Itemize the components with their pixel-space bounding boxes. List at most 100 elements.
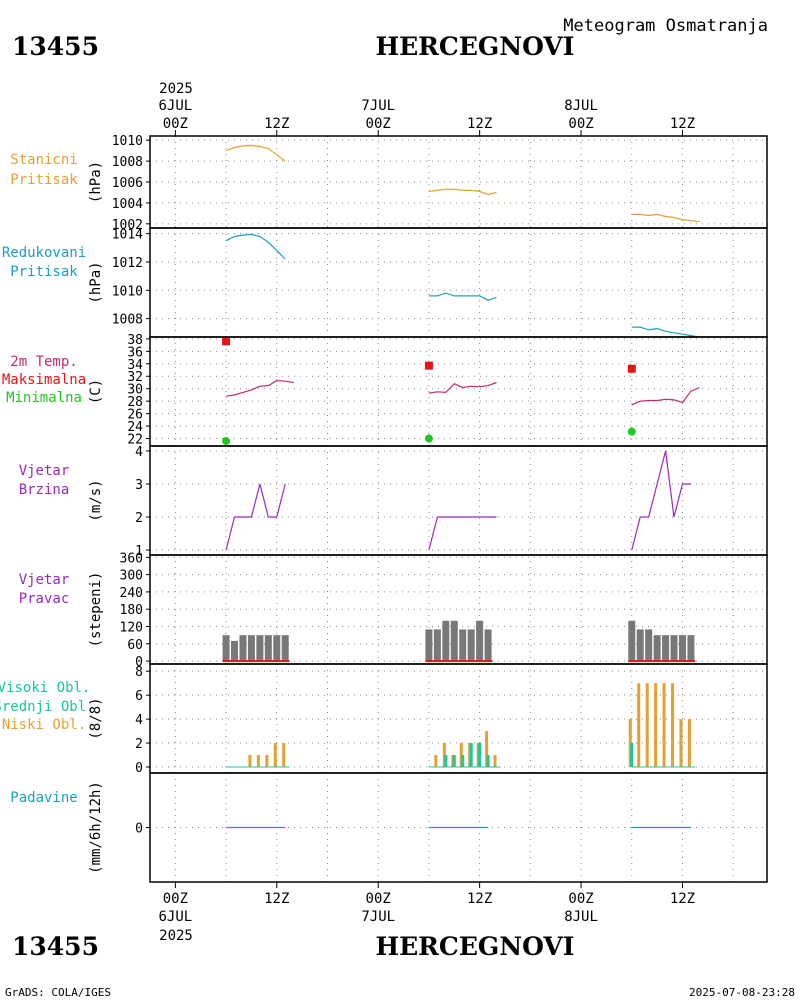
direction-bar — [653, 635, 661, 662]
panel-frame — [149, 227, 768, 338]
y-tick-label: 240 — [120, 586, 143, 601]
direction-bar — [678, 635, 686, 662]
series-line — [428, 188, 497, 196]
direction-bar — [628, 620, 636, 662]
cloud-bar — [485, 731, 489, 768]
panel-label: Maksimalna — [2, 372, 86, 388]
x-tick-label: 00Z — [568, 116, 593, 132]
y-axis-label: (8/8) — [88, 697, 104, 739]
direction-bar — [484, 629, 492, 662]
y-tick-label: 26 — [127, 408, 143, 423]
y-tick-label: 32 — [127, 370, 143, 385]
panel-station_pressure: 1002 1004 1006 1008 1010 Stanicni Pritisak (hPa… — [10, 134, 768, 233]
series-line — [631, 213, 700, 223]
cloud-bar — [486, 755, 490, 768]
direction-bar — [476, 620, 484, 662]
y-tick-label: 28 — [127, 395, 143, 410]
x-tick-label: 12Z — [670, 116, 695, 132]
direction-bar — [264, 635, 272, 662]
station-name-top: HERCEGNOVI — [375, 32, 574, 61]
day-label: 8JUL — [564, 98, 598, 114]
cloud-bar — [478, 743, 482, 768]
y-tick-label: 8 — [135, 665, 143, 680]
panel-wind_direction: 0 60 120 180 240 300 360 Vjetar Pravac (stepeni) — [19, 551, 768, 670]
panel-frame — [149, 445, 768, 556]
series-line — [225, 233, 286, 260]
y-tick-label: 1008 — [112, 155, 143, 170]
x-tick-label: 00Z — [568, 891, 593, 907]
x-tick-label: 00Z — [366, 891, 391, 907]
y-axis-label: (C) — [88, 379, 104, 404]
y-tick-label: 2 — [135, 511, 143, 526]
temp-min-marker — [627, 427, 636, 436]
cloud-bar — [687, 719, 691, 768]
y-tick-label: 180 — [120, 603, 143, 618]
cloud-bar — [679, 719, 683, 768]
station-id-top: 13455 — [12, 32, 99, 61]
y-tick-label: 1004 — [112, 197, 143, 212]
direction-bar — [687, 635, 695, 662]
footer-timestamp: 2025-07-08-23:28 — [689, 986, 795, 999]
time-axis: 00Z 00Z 12Z 12Z 00Z 00Z 12Z 12Z 00Z 00Z 12Z 12Z 6JUL… — [158, 98, 695, 925]
direction-bar — [222, 635, 230, 662]
panel-precipitation: 0 Padavine (mm/6h/12h) — [10, 772, 768, 883]
day-label: 7JUL — [361, 909, 395, 925]
y-tick-label: 1006 — [112, 176, 143, 191]
panel-label: Srednji Obl. — [0, 699, 95, 715]
direction-bar — [636, 629, 644, 662]
direction-bar — [433, 629, 441, 662]
y-tick-label: 3 — [135, 478, 143, 493]
direction-bar — [670, 635, 678, 662]
series-line — [428, 381, 497, 394]
y-tick-label: 1014 — [112, 228, 143, 243]
x-tick-label: 00Z — [163, 116, 188, 132]
direction-bar — [273, 635, 281, 662]
y-axis-label: (hPa) — [88, 261, 104, 303]
panel-label: Pritisak — [10, 172, 78, 188]
cloud-bar — [256, 755, 260, 768]
day-label: 8JUL — [564, 909, 598, 925]
cloud-bar — [630, 743, 634, 768]
panel-label: Brzina — [19, 482, 70, 498]
y-tick-label: 1012 — [112, 256, 143, 271]
cloud-bar — [461, 755, 465, 768]
y-axis-label: (m/s) — [88, 479, 104, 521]
station-id-bottom: 13455 — [12, 932, 99, 961]
direction-bar — [239, 635, 247, 662]
day-label: 6JUL — [158, 98, 192, 114]
x-tick-label: 00Z — [366, 116, 391, 132]
temp-max-marker — [627, 364, 636, 373]
cloud-bar — [493, 755, 497, 768]
series-line — [631, 450, 691, 551]
panel-label: Minimalna — [6, 390, 82, 406]
temp-min-marker — [222, 437, 231, 446]
y-tick-label: 36 — [127, 345, 143, 360]
panel-label: Redukovani — [2, 245, 86, 261]
cloud-bar — [654, 683, 658, 768]
footer-credit: GrADS: COLA/IGES — [5, 986, 111, 999]
panel-label: Padavine — [10, 790, 77, 806]
x-tick-label: 12Z — [467, 891, 492, 907]
cloud-bar — [282, 743, 286, 768]
y-tick-label: 1010 — [112, 284, 143, 299]
y-tick-label: 34 — [127, 358, 143, 373]
direction-bar — [467, 629, 475, 662]
series-line — [226, 379, 294, 397]
x-tick-label: 00Z — [163, 891, 188, 907]
y-tick-label: 1002 — [112, 218, 143, 233]
year-top: 2025 — [159, 81, 193, 97]
day-label: 7JUL — [361, 98, 395, 114]
panel-label: Stanicni — [10, 152, 77, 168]
panel-label: Vjetar — [19, 572, 70, 588]
panel-frame — [149, 663, 768, 774]
y-tick-label: 300 — [120, 569, 143, 584]
y-axis-label: (stepeni) — [88, 572, 104, 648]
y-tick-label: 4 — [135, 713, 143, 728]
y-axis-label: (hPa) — [88, 161, 104, 203]
direction-bar — [662, 635, 670, 662]
y-tick-label: 120 — [120, 621, 143, 636]
plot-area: 1002 1004 1006 1008 1010 Stanicni Pritisak (hPa… — [0, 98, 768, 925]
cloud-bar — [637, 683, 641, 768]
y-tick-label: 1010 — [112, 134, 143, 149]
y-tick-label: 22 — [127, 433, 143, 448]
